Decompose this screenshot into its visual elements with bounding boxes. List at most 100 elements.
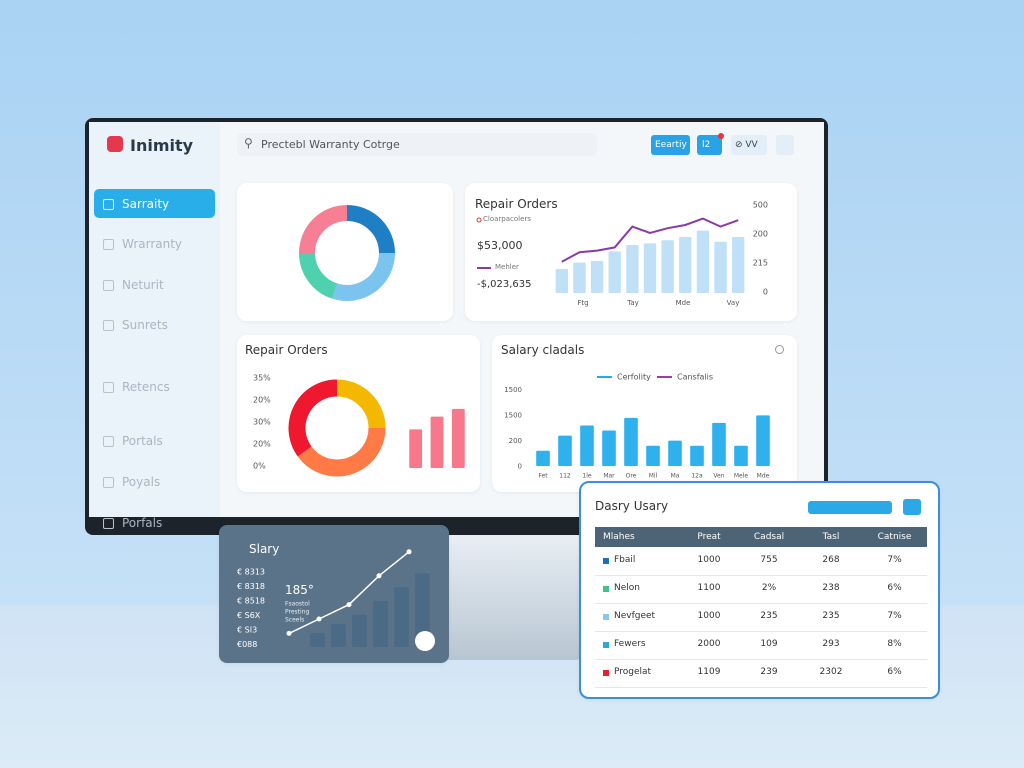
bar (690, 445, 704, 466)
donut-chart (299, 205, 395, 301)
legend: Mehler (495, 263, 519, 271)
header-cell: Cadsal (753, 532, 785, 542)
y-tick-label: 30% (253, 418, 271, 427)
cell: 1100 (697, 583, 721, 593)
line-point (316, 616, 322, 622)
search-box[interactable] (237, 133, 597, 156)
y-tick-label: 215 (753, 259, 768, 268)
bar (679, 237, 692, 293)
bar (668, 440, 682, 466)
brand: Inimity (130, 136, 194, 155)
nav-item[interactable]: Retencs (122, 380, 170, 394)
bar (712, 422, 726, 466)
nav-item[interactable]: Porfals (122, 516, 163, 530)
x-tick-label: Ven (713, 473, 724, 480)
nav-item[interactable]: Poyals (122, 475, 161, 489)
donut-segment (332, 252, 395, 301)
bar (310, 633, 325, 647)
cell: 293 (822, 639, 840, 649)
cell: 1109 (697, 667, 721, 677)
nav-item[interactable]: Sunrets (122, 318, 168, 332)
bar (373, 601, 388, 647)
donut-segment (297, 427, 386, 477)
bar (394, 587, 409, 647)
list-item: € 8518 (237, 597, 265, 606)
nav-icon (103, 477, 114, 488)
bar (608, 251, 621, 293)
card-title: Repair Orders (245, 343, 328, 357)
next-button[interactable] (415, 631, 435, 651)
list-item: € 8313 (237, 568, 265, 577)
cell: Fbail (614, 555, 636, 565)
card-title: Dasry Usary (595, 499, 669, 513)
header-cell: Tasl (822, 532, 840, 542)
mini-chart: € 8313 € 8318 € 8518 € S6X € SI3 €088 Fsaostol… (237, 549, 430, 649)
y-tick-label: 20% (253, 396, 271, 405)
cell: Nevfgeet (614, 611, 656, 621)
cell: 1000 (697, 555, 721, 565)
card-title: Repair Orders (475, 197, 558, 211)
cell: 6% (887, 583, 902, 593)
x-tick-label: Mar (603, 473, 615, 480)
bar (696, 230, 710, 293)
stat: $53,000 (477, 239, 523, 252)
bar (732, 237, 745, 293)
y-tick-label: 0% (253, 462, 266, 471)
active-nav[interactable] (94, 189, 215, 218)
row-divider (595, 631, 927, 632)
repair-card-2: Repair Orders 35% 20% 30% 20% 0% (237, 335, 480, 492)
cell: 239 (760, 667, 778, 677)
x-tick-label: Vay (727, 299, 740, 307)
search-icon: ⚲ (244, 136, 253, 150)
line (561, 217, 739, 263)
bar (558, 435, 572, 466)
nav-item[interactable]: Portals (122, 434, 163, 448)
expand-button[interactable] (903, 499, 921, 515)
salary-card: Salary cladals Cerfolity Cansfalis 1500 150… (492, 335, 797, 492)
line-point (406, 549, 412, 555)
cell: 238 (822, 583, 840, 593)
cell: 6% (887, 667, 902, 677)
row-divider (595, 603, 927, 604)
button[interactable] (651, 135, 690, 155)
x-tick-label: Mde (676, 299, 691, 307)
list-item: € 8318 (237, 582, 265, 591)
bar (451, 408, 465, 468)
nav-item[interactable]: Sarraity (122, 197, 170, 211)
bar-line-chart: 500 200 215 0 Ftg Tay Mde Vay (476, 201, 768, 307)
cell: 755 (760, 555, 778, 565)
donut-segment (299, 205, 348, 254)
header-cell: Catnise (877, 532, 912, 542)
list-item: €088 (237, 640, 257, 649)
y-tick-label: 500 (753, 201, 768, 210)
cell: 8% (887, 639, 902, 649)
cell: 7% (887, 555, 902, 565)
cell: 235 (822, 611, 840, 621)
button[interactable] (731, 135, 767, 155)
row-divider (595, 575, 927, 576)
button[interactable] (697, 135, 722, 155)
nav-item[interactable]: Neturit (122, 278, 164, 292)
overlay-card: Slary 185° € 8313 € 8318 € 8518 € S6X € SI3 €… (219, 525, 449, 663)
button-text: l2 (702, 140, 711, 150)
cell: 235 (760, 611, 778, 621)
icon-button[interactable] (776, 135, 794, 155)
donut-segment (346, 205, 395, 254)
x-tick-label: Ftg (577, 299, 588, 307)
bar (624, 417, 638, 466)
bar (580, 425, 594, 466)
x-tick-label: Fet (538, 473, 548, 480)
progress (808, 501, 892, 514)
line (288, 551, 410, 635)
info-icon[interactable] (775, 345, 784, 354)
nav-item[interactable]: Wrarranty (122, 237, 183, 251)
cell: 2000 (697, 639, 721, 649)
legend: Cloarpacolers (483, 215, 531, 223)
line-point (346, 602, 352, 608)
swatch (603, 558, 609, 564)
bar (409, 429, 423, 468)
line-point (286, 630, 292, 636)
x-tick-label: 1le (582, 473, 591, 480)
line-point (376, 573, 382, 579)
